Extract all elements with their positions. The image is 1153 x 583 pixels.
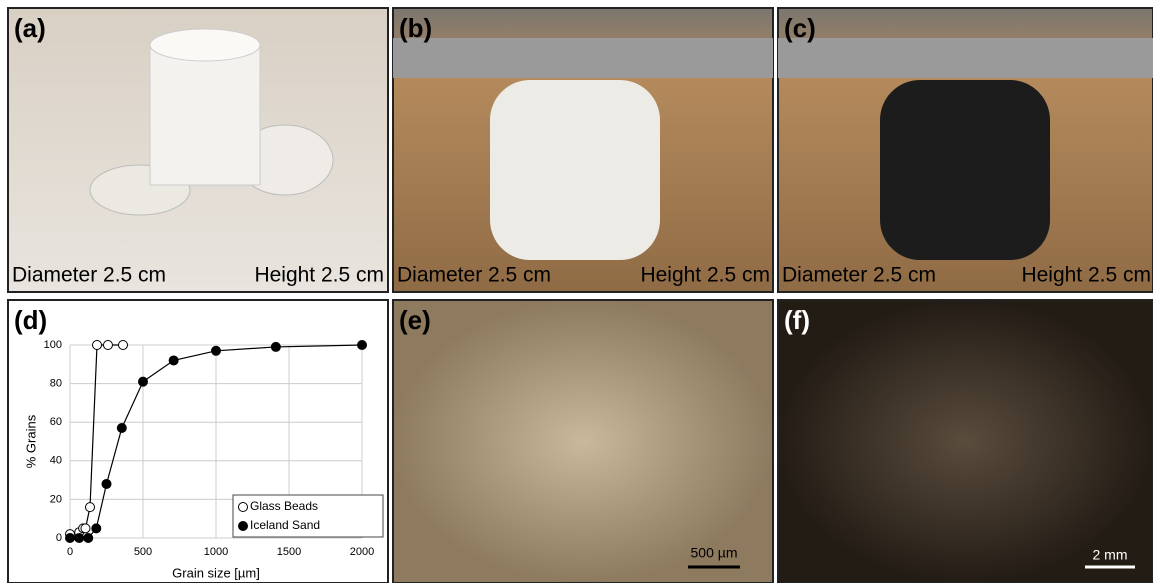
panel-label: (f) bbox=[784, 305, 810, 335]
panel-label: (a) bbox=[14, 13, 46, 43]
panel-label: (b) bbox=[399, 13, 432, 43]
y-tick-label: 0 bbox=[56, 532, 62, 544]
data-point bbox=[66, 534, 75, 543]
data-point bbox=[169, 356, 178, 365]
scale-bar-label: 2 mm bbox=[1093, 547, 1128, 563]
y-tick-label: 20 bbox=[50, 493, 62, 505]
caption: Diameter 2.5 cm bbox=[12, 264, 166, 287]
legend-label: Iceland Sand bbox=[250, 518, 320, 532]
panel-label: (d) bbox=[14, 305, 47, 335]
photos bbox=[8, 8, 1153, 583]
caption: Height 2.5 cm bbox=[254, 264, 384, 287]
data-point bbox=[358, 341, 367, 350]
x-tick-label: 0 bbox=[67, 546, 73, 558]
data-point bbox=[93, 341, 102, 350]
legend-marker bbox=[239, 522, 248, 531]
data-point bbox=[92, 524, 101, 533]
data-point bbox=[81, 524, 90, 533]
data-point bbox=[118, 341, 127, 350]
x-tick-label: 500 bbox=[134, 546, 152, 558]
panel-label: (e) bbox=[399, 305, 431, 335]
y-tick-label: 100 bbox=[44, 339, 62, 351]
caption: Height 2.5 cm bbox=[640, 264, 770, 287]
caption: Diameter 2.5 cm bbox=[397, 264, 551, 287]
y-tick-label: 60 bbox=[50, 416, 62, 428]
scale-bar-label: 500 µm bbox=[691, 545, 738, 561]
x-tick-label: 1000 bbox=[204, 546, 228, 558]
data-point bbox=[84, 534, 93, 543]
caption: Height 2.5 cm bbox=[1021, 264, 1151, 287]
panel-label: (c) bbox=[784, 13, 816, 43]
legend-label: Glass Beads bbox=[250, 499, 318, 513]
data-point bbox=[103, 341, 112, 350]
data-point bbox=[139, 377, 148, 386]
data-point bbox=[212, 346, 221, 355]
data-point bbox=[117, 423, 126, 432]
data-point bbox=[271, 342, 280, 351]
data-point bbox=[102, 479, 111, 488]
x-axis-label: Grain size [µm] bbox=[172, 565, 260, 580]
data-point bbox=[86, 503, 95, 512]
figure: (a) Diameter 2.5 cm Height 2.5 cm (b) Di… bbox=[0, 0, 1153, 583]
x-tick-label: 1500 bbox=[277, 546, 301, 558]
y-tick-label: 40 bbox=[50, 455, 62, 467]
y-tick-label: 80 bbox=[50, 378, 62, 390]
x-tick-label: 2000 bbox=[350, 546, 374, 558]
caption: Diameter 2.5 cm bbox=[782, 264, 936, 287]
data-point bbox=[75, 534, 84, 543]
y-axis-label: % Grains bbox=[23, 414, 38, 468]
legend-marker bbox=[239, 503, 248, 512]
